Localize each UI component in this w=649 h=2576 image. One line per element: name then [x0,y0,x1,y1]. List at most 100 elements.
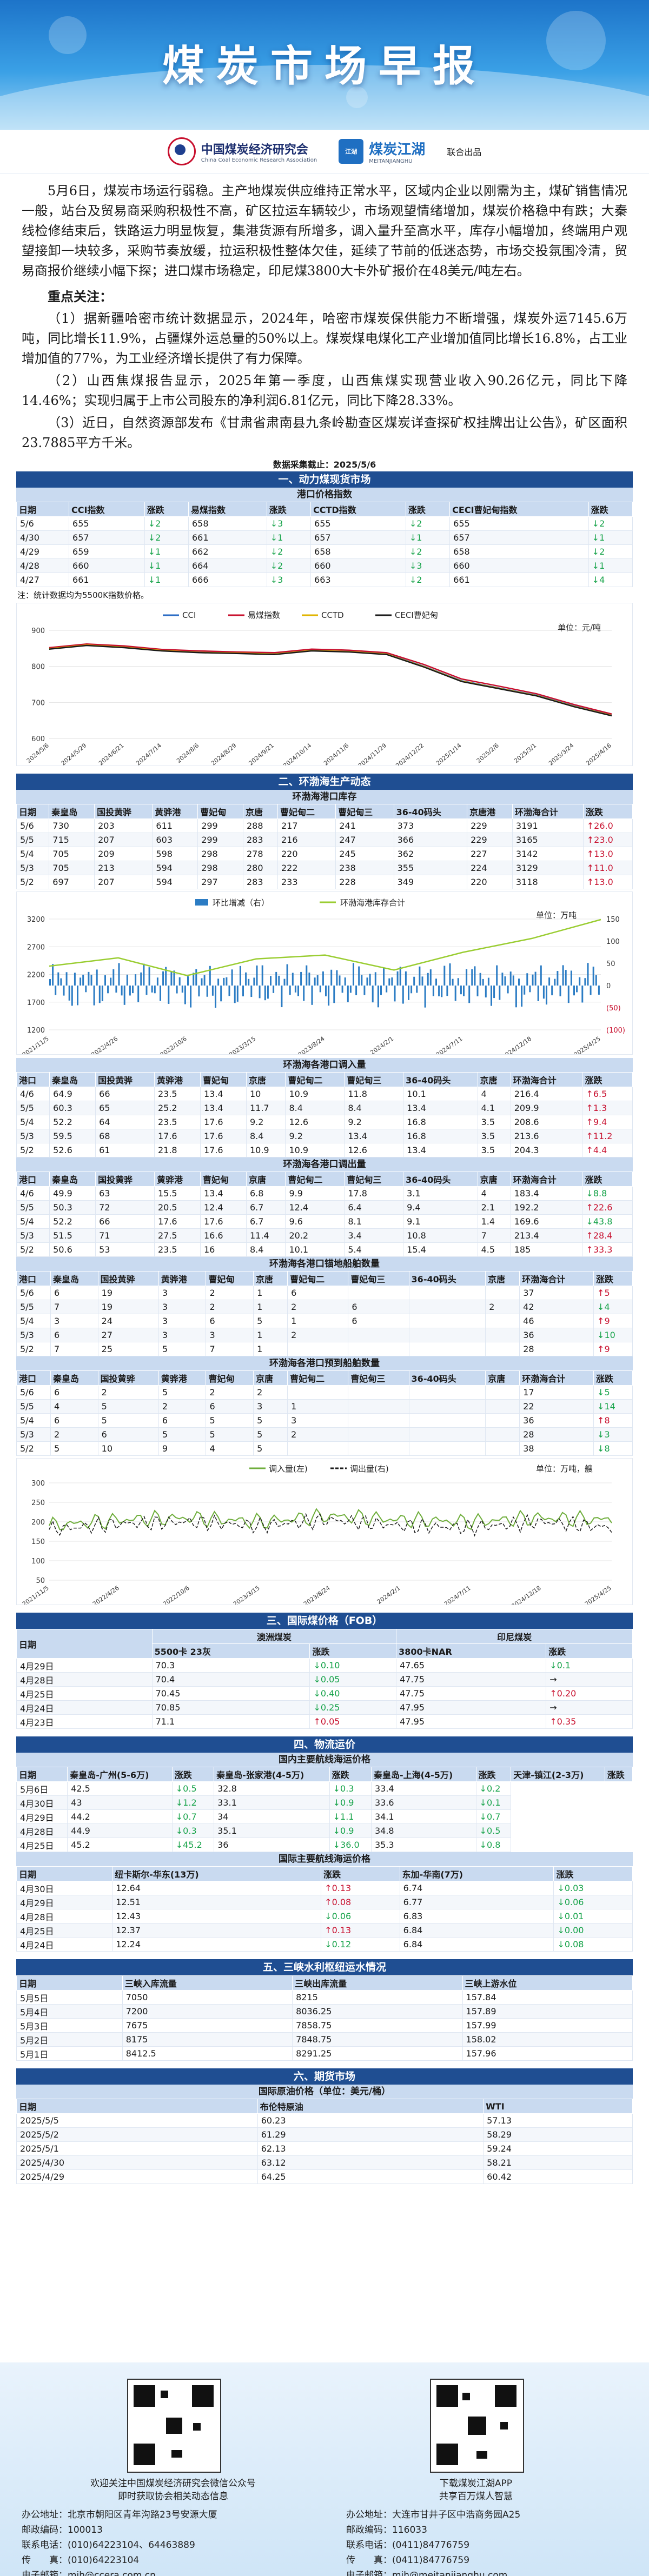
bar [261,965,263,986]
qr-code-app-icon[interactable] [430,2379,524,2473]
col-header: 易煤指数 [188,502,267,517]
bar [85,986,87,993]
table-cell: 1 [253,1342,288,1356]
table-cell: 6.4 [344,1200,404,1215]
series-line [49,1513,612,1537]
table-cell: 4月28日 [16,1823,68,1838]
table-cell: 247 [335,833,394,847]
table-cell: 8291.25 [292,2046,463,2061]
bar [487,977,489,986]
x-tick-label: 2024/7/14 [135,742,163,766]
bar [377,986,379,1008]
bar [449,963,451,986]
table-cell: 169.6 [510,1214,583,1229]
table-cell: 10 [246,1087,286,1101]
table-cell: ↓8 [593,1441,633,1456]
bar [374,972,376,986]
table-cell: 60.23 [257,2113,484,2128]
col-header: 涨跌 [604,1767,633,1782]
table-cell: 299 [197,818,243,833]
table-cell: 53 [95,1242,155,1257]
table-cell: 19 [97,1300,159,1314]
table-cell: 229 [467,818,513,833]
bar [454,986,456,1001]
qr-caption-right: 下载煤炭江湖APP 共享百万煤人智慧 [439,2478,513,2502]
port-stock-table: 日期 秦皇岛 国投黄骅 黄骅港 曹妃甸 京唐 曹妃甸二 曹妃甸三 36-40码头 京唐港 环渤海合计… [16,804,633,889]
table-row: 4/27 661 ↓1 666 ↓3 663 ↓2 661 ↓4 [16,573,633,587]
y-tick-label: 300 [31,1480,45,1488]
table-cell: 209 [94,847,153,861]
bar [74,973,76,986]
legend-label: 调出量(右) [350,1464,389,1474]
table-cell: 2025/5/5 [16,2113,258,2128]
table-cell: 5/2 [16,875,50,889]
table-row: 5/2 52.6 61 21.8 17.6 10.9 10.9 12.6 13.4 3.5 204.… [16,1143,633,1157]
table-cell: ↓1.1 [329,1809,372,1824]
table-cell [408,1427,486,1442]
table-cell: 5/5 [16,833,50,847]
contact-line: 办公地址：大连市甘井子区中浩商务园A25 [346,2510,521,2520]
table-cell: 4/29 [16,544,70,559]
bar [278,975,280,986]
table-cell: ↑0.35 [546,1714,633,1729]
bar [236,986,239,1002]
table-cell: 1 [287,1314,349,1328]
table-cell: 657 [449,530,589,545]
table-cell: 45.2 [67,1838,173,1852]
bar [394,986,396,1002]
table-cell: 220 [467,875,513,889]
table-cell: 70.4 [151,1672,310,1687]
table-cell: 13.4 [200,1087,247,1101]
col-header: 涨跌 [321,1866,400,1881]
table-cell: ↓2 [266,558,312,573]
bar [156,977,158,986]
col-header: CCTD指数 [310,502,406,517]
bar [383,967,385,986]
bar [416,986,418,993]
col-header: 港口 [16,1370,51,1386]
qr-code-wechat-icon[interactable] [127,2379,221,2473]
table-cell: 10.1 [403,1087,478,1101]
table-cell: 715 [49,833,95,847]
table-cell [348,1286,409,1300]
table-cell: 17.6 [200,1115,247,1129]
table-cell [408,1441,486,1456]
table-cell: ↓10 [593,1328,633,1342]
table-cell: 17.6 [200,1129,247,1143]
col-header: 曹妃甸三 [348,1271,409,1286]
table-cell: ↑0.13 [321,1881,400,1895]
table-cell: 3 [158,1300,207,1314]
table-cell: 50.3 [49,1200,96,1215]
table-cell: 5 [158,1385,207,1400]
table-cell: 7858.75 [292,2018,463,2033]
table-cell: 51.5 [49,1228,96,1243]
x-tick-label: 2024/7/11 [443,1585,472,1605]
bar [551,986,553,996]
table-cell: 59.5 [49,1129,96,1143]
table-cell: 23.5 [154,1242,201,1257]
table-cell: 8215 [292,1990,463,2005]
table-cell: 157.84 [462,1990,633,2005]
table-row: 5/5 7 19 3 2 1 2 6 2 42 ↓4 [16,1300,633,1314]
port-price-table: 日期 CCI指数 涨跌 易煤指数 涨跌 CCTD指数 涨跌 CECI曹妃甸指数 涨跌 5/6 65… [16,502,633,587]
table-cell: 661 [188,530,267,545]
table-cell: 10.9 [246,1143,286,1157]
col-header: 环渤海合计 [512,804,584,819]
table-cell: 298 [197,847,243,861]
col-header: 三峡入库流量 [122,1975,293,1991]
table-cell: 10 [97,1441,159,1456]
table-cell: ↓2 [588,544,633,559]
table-cell: 355 [393,861,468,875]
intro-paragraph: 5月6日，煤炭市场运行弱稳。主产地煤炭供应维持正常水平，区域内企业以刚需为主，煤… [22,183,627,278]
contact-line: 邮政编码：100013 [22,2525,103,2535]
table-cell: 3.5 [477,1115,511,1129]
bar [542,986,545,999]
col-header: 日期 [16,1629,153,1659]
table-cell: 52.6 [49,1143,96,1157]
col-header: 黄骅港 [152,804,198,819]
table-cell: 6 [97,1427,159,1442]
table-cell: 13.4 [403,1101,478,1115]
table-cell: ↑0.08 [321,1895,400,1909]
table-cell: 245 [335,847,394,861]
table-cell: 28 [519,1427,594,1442]
